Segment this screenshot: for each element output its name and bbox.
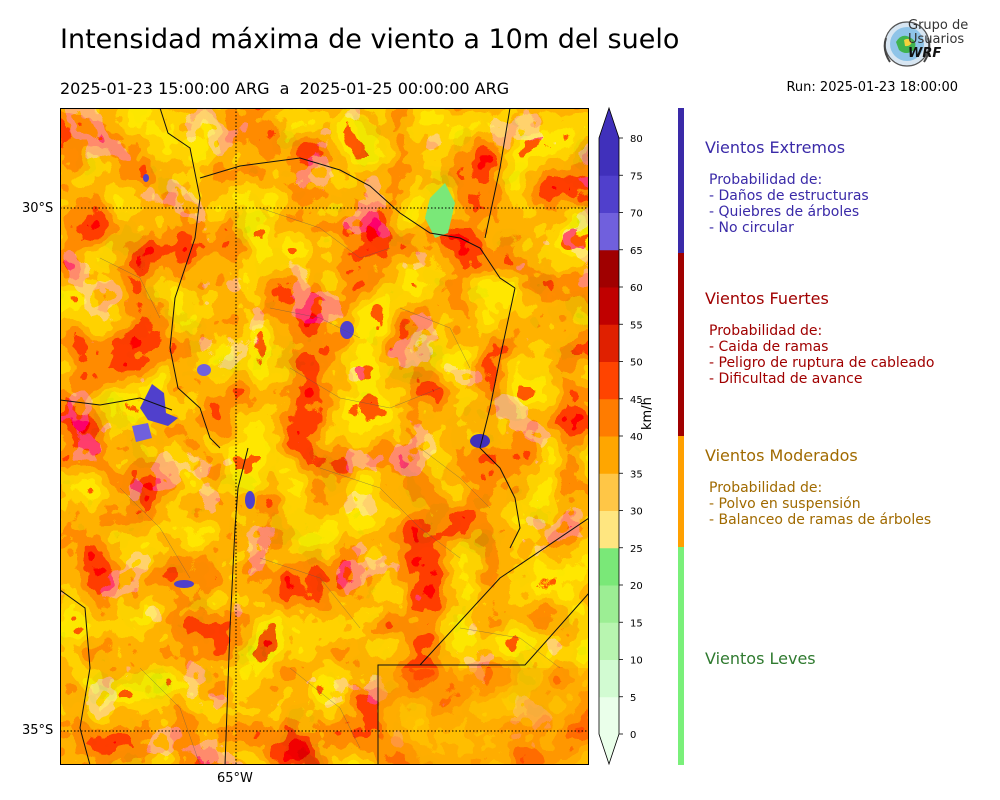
colorbar: 0 5 10 15 20 25 30 35 40 45 50 55 60 65 70 75 80 [598,106,643,766]
colorbar-band [599,398,619,437]
category-desc-line: - Peligro de ruptura de cableado [709,355,935,371]
colorbar-tick-label: 20 [630,581,643,592]
colorbar-band [599,473,619,511]
map-bluepatch-4 [470,434,490,448]
colorbar-band [599,622,619,660]
map-greenpatch-ne [425,183,455,238]
colorbar-tick-label: 10 [630,656,643,667]
colorbar-extend-low [599,734,619,764]
logo-line-3: WRF [908,46,942,61]
colorbar-tick-label: 80 [630,134,643,145]
map-frame [60,108,589,765]
colorbar-unit-label: km/h [640,397,655,430]
map-bluepatch-2 [132,423,152,442]
forecast-period: 2025-01-23 15:00:00 ARG a 2025-01-25 00:… [60,79,510,98]
lat-label-30s: 30°S [22,201,54,216]
colorbar-band [599,510,619,549]
colorbar-tick-label: 35 [630,469,643,480]
colorbar-band [599,659,619,698]
map-bluepatch-5 [245,491,255,509]
colorbar-band [599,436,619,474]
category-desc-line: Probabilidad de: [709,323,823,339]
wind-map [60,108,589,765]
department-borders [99,207,561,765]
colorbar-tick-label: 25 [630,544,643,555]
chart-title: Intensidad máxima de viento a 10m del su… [60,24,680,55]
lat-label-35s: 35°S [22,723,54,738]
map-bluepatch-3 [340,321,354,339]
colorbar-band [599,175,619,213]
category-bar-fuertes [678,253,684,436]
province-borders [60,108,589,765]
colorbar-tick-label: 50 [630,358,643,369]
colorbar-extend-high [599,108,619,138]
colorbar-band [599,585,619,623]
colorbar-band [599,696,619,735]
category-desc-line: - Dificultad de avance [709,371,863,387]
colorbar-band [599,249,619,288]
colorbar-tick-label: 45 [630,395,643,406]
colorbar-tick-label: 65 [630,246,643,257]
category-desc-moderados: Probabilidad de: - Polvo en suspensión -… [709,480,931,528]
lon-label-65w: 65°W [217,771,253,786]
category-desc-line: - Daños de estructuras [709,188,869,204]
category-desc-line: - Balanceo de ramas de árboles [709,512,932,528]
colorbar-band [599,138,619,176]
colorbar-tick-label: 0 [630,730,636,741]
category-title-fuertes: Vientos Fuertes [705,289,829,308]
map-bluepatch-8 [143,174,149,182]
colorbar-tick-label: 60 [630,283,643,294]
category-desc-line: Probabilidad de: [709,480,823,496]
colorbar-tick-label: 75 [630,171,643,182]
colorbar-tick-label: 15 [630,618,643,629]
category-title-moderados: Vientos Moderados [705,446,858,465]
wrf-logo-icon [883,21,931,67]
category-desc-line: - Caida de ramas [709,339,829,355]
map-bluepatch-7 [197,364,211,376]
colorbar-band [599,287,619,325]
colorbar-tick-label: 55 [630,320,643,331]
logo-line-1: Grupo de [908,18,969,33]
colorbar-tick-label: 40 [630,432,643,443]
colorbar-tick-label: 70 [630,209,643,220]
colorbar-band [599,212,619,251]
category-desc-line: - Quiebres de árboles [709,204,860,220]
category-desc-line: - Polvo en suspensión [709,496,861,512]
category-bar-extremos [678,108,684,253]
colorbar-tick-label: 5 [630,693,636,704]
category-bar-leves [678,547,684,765]
colorbar-band [599,361,619,400]
map-bluepatch-6 [174,580,194,588]
model-run-time: Run: 2025-01-23 18:00:00 [786,80,958,95]
category-desc-extremos: Probabilidad de: - Daños de estructuras … [709,172,869,236]
category-desc-fuertes: Probabilidad de: - Caida de ramas - Peli… [709,323,934,387]
logo-text: Grupo de Usuarios WRF [908,19,968,61]
colorbar-band [599,324,619,362]
colorbar-band [599,547,619,586]
category-bar-moderados [678,436,684,547]
colorbar-tick-label: 30 [630,507,643,518]
map-lowwind-se [378,668,589,765]
logo-line-2: Usuarios [908,32,965,47]
category-desc-line: - No circular [709,220,794,236]
category-title-extremos: Vientos Extremos [705,138,846,157]
category-desc-line: Probabilidad de: [709,172,823,188]
category-title-leves: Vientos Leves [705,649,816,668]
